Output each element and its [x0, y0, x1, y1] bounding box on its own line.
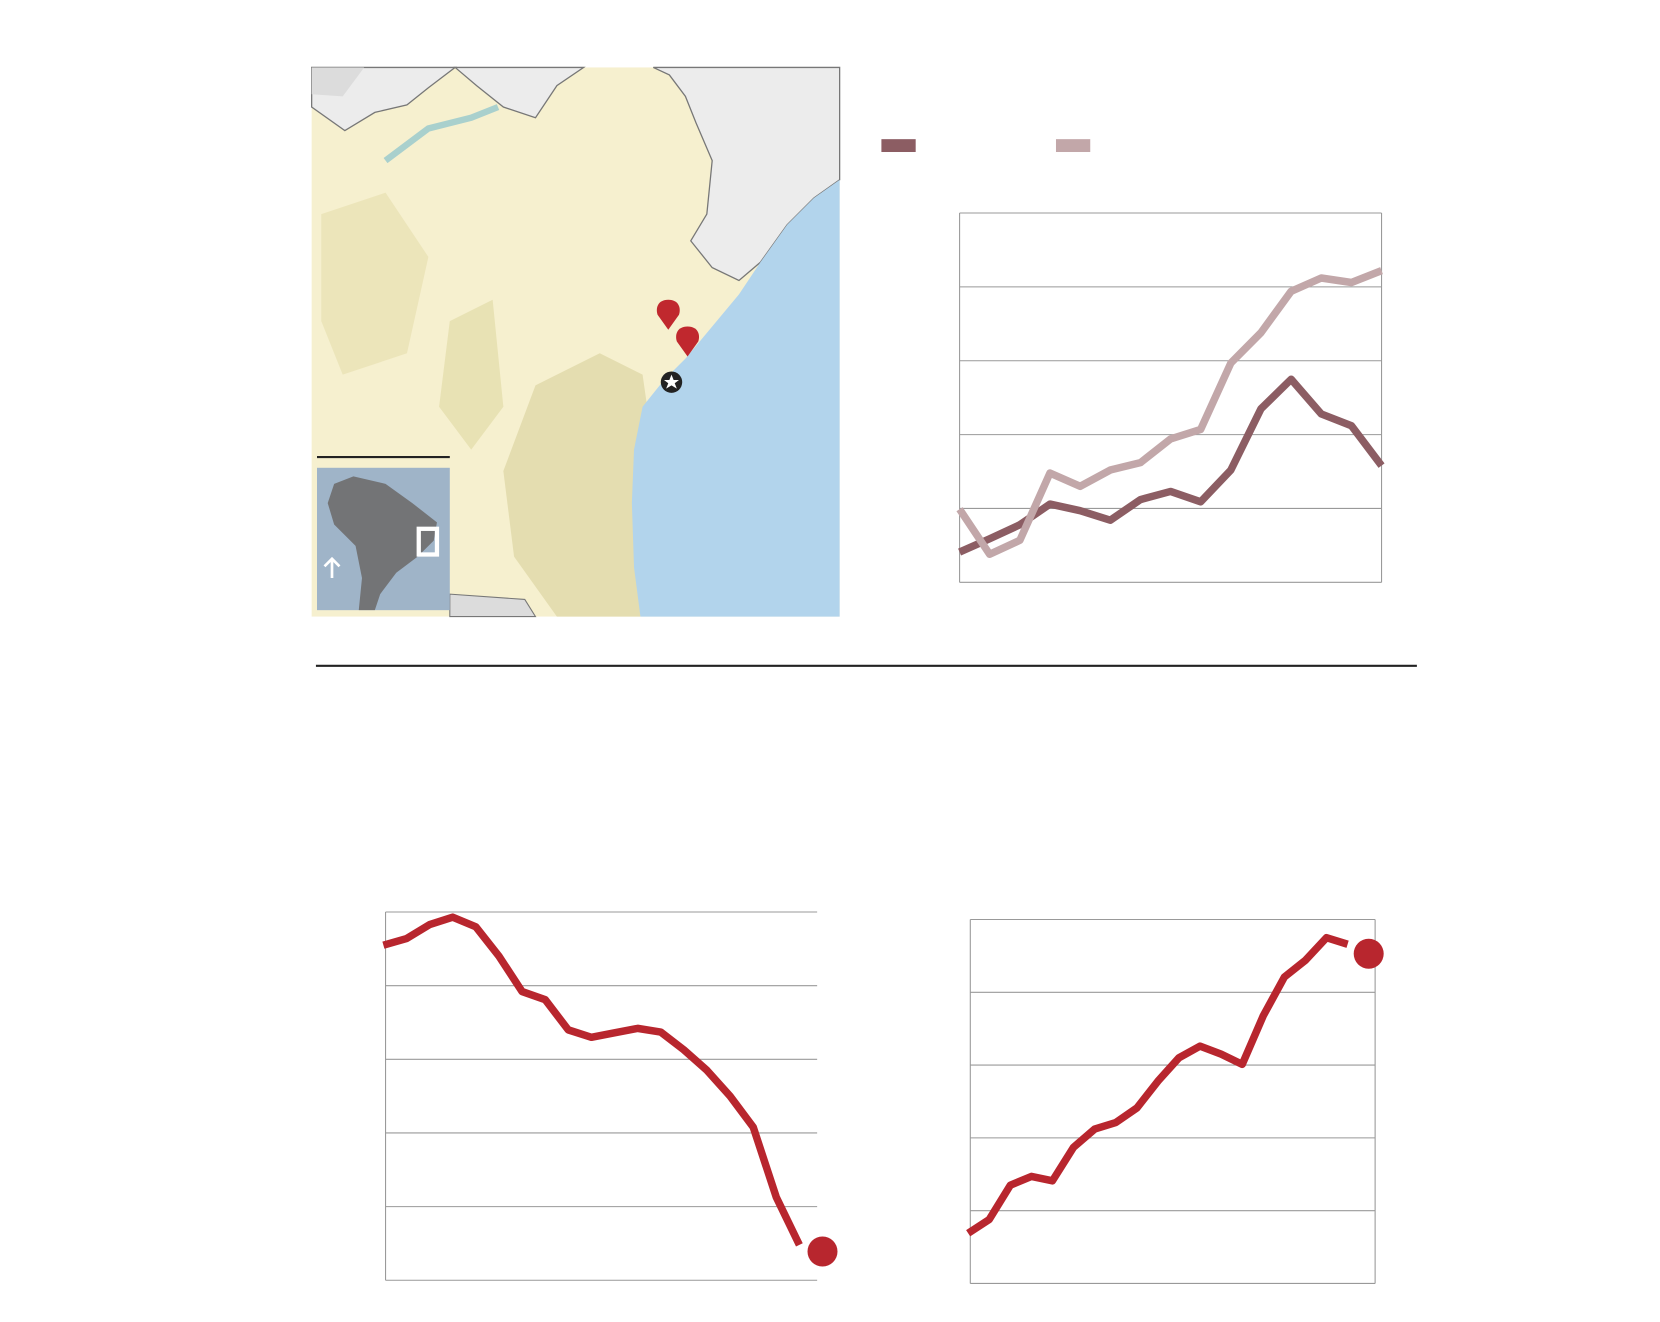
map-region [311, 67, 365, 97]
series-line [966, 933, 1349, 1237]
legend-swatch [1055, 139, 1091, 153]
map-terrain [439, 299, 504, 450]
inset-continent [327, 476, 437, 611]
map-pin [656, 299, 680, 330]
map-star-icon [664, 374, 679, 389]
series-line [956, 267, 1383, 559]
map-pin [676, 326, 700, 357]
map-river [383, 104, 500, 164]
end-point [1353, 938, 1384, 969]
series-line [382, 913, 803, 1247]
end-point [807, 1236, 838, 1267]
legend-swatch [881, 139, 916, 153]
map-ocean [631, 179, 840, 617]
map-terrain [321, 192, 429, 375]
north-arrow [323, 556, 341, 579]
map [311, 66, 841, 618]
map-terrain [503, 353, 654, 617]
inset-marker [416, 526, 440, 557]
map-region [453, 66, 586, 119]
